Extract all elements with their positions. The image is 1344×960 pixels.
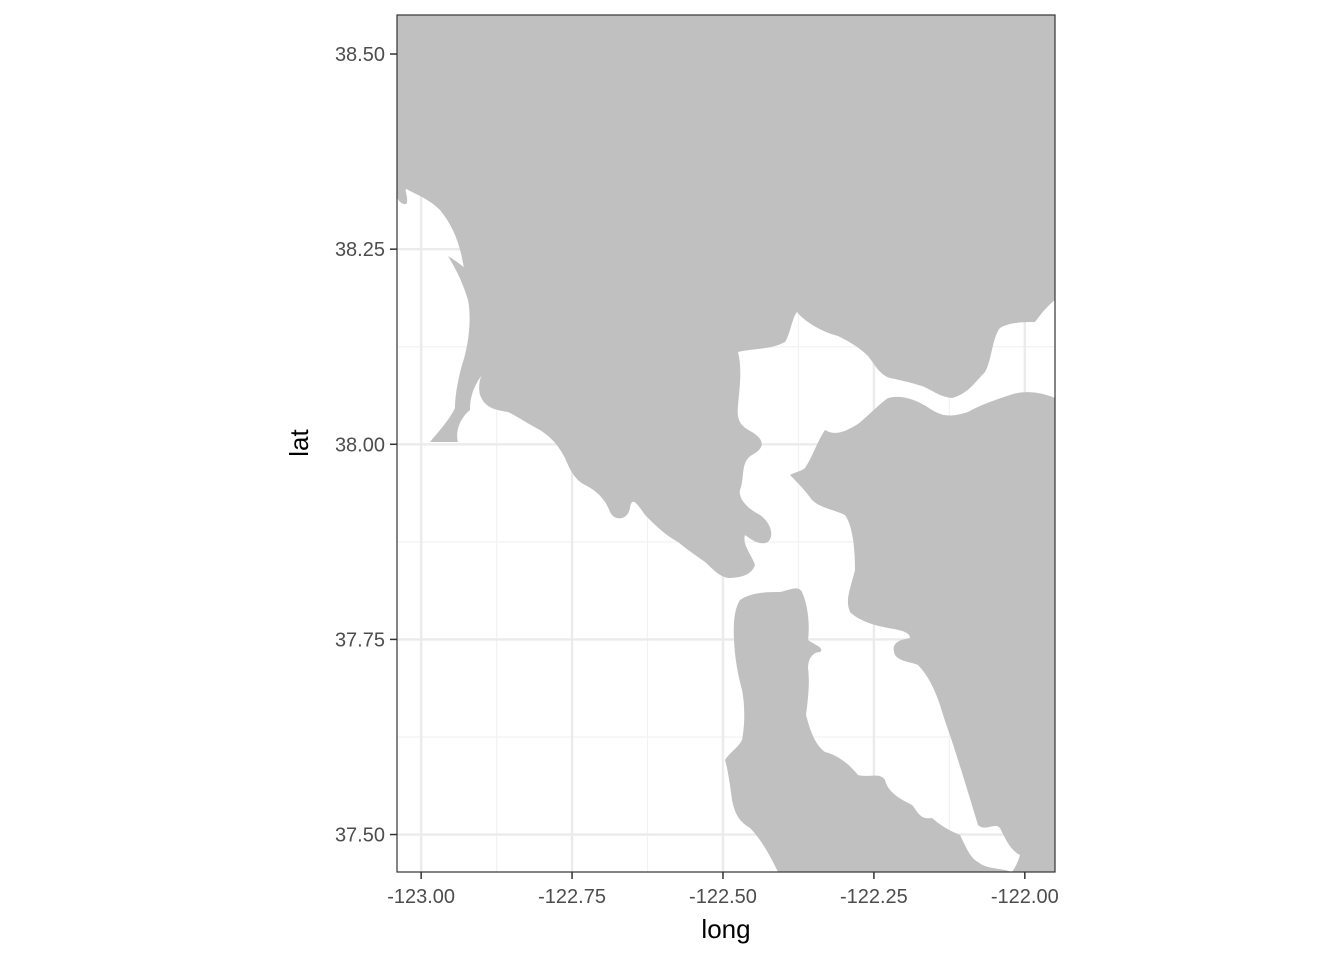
- y-axis-title: lat: [284, 428, 314, 456]
- x-tick-label: -122.25: [840, 886, 908, 908]
- land-sf-peninsula: [725, 588, 1012, 872]
- y-tick-label: 38.50: [335, 44, 385, 66]
- y-tick-label: 38.00: [335, 434, 385, 456]
- land-east-bay: [790, 392, 1055, 872]
- x-tick-label: -122.00: [991, 886, 1059, 908]
- x-axis: -123.00 -122.75 -122.50 -122.25 -122.00: [387, 872, 1059, 908]
- y-tick-label: 37.75: [335, 629, 385, 651]
- land-layer: [397, 15, 1055, 872]
- x-tick-label: -122.50: [689, 886, 757, 908]
- map-panel-frame: [396, 14, 1056, 873]
- land-north-bay-marin: [397, 15, 1055, 578]
- x-tick-label: -123.00: [387, 886, 455, 908]
- x-axis-title: long: [701, 914, 750, 944]
- x-tick-label: -122.75: [538, 886, 606, 908]
- y-tick-label: 38.25: [335, 239, 385, 261]
- y-axis: 38.50 38.25 38.00 37.75 37.50: [335, 44, 397, 847]
- y-tick-label: 37.50: [335, 825, 385, 847]
